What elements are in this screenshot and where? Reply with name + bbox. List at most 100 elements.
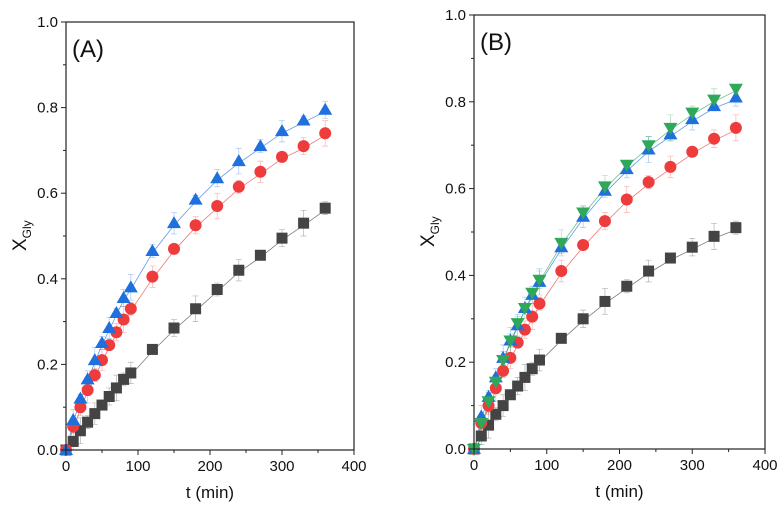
data-point-circle <box>211 200 224 213</box>
data-point-inverted-triangle <box>496 355 511 368</box>
data-point-square <box>89 408 101 420</box>
data-point-triangle <box>102 321 117 334</box>
data-point-circle <box>555 265 568 278</box>
x-tick-label: 300 <box>680 457 705 474</box>
y-tick-label: 0.8 <box>37 100 58 117</box>
data-point-square <box>298 217 310 229</box>
x-axis-label: t (min) <box>595 482 643 501</box>
data-point-square <box>599 295 611 307</box>
y-tick-label: 0.4 <box>445 267 466 284</box>
data-point-circle <box>232 180 245 193</box>
data-point-inverted-triangle <box>554 237 569 250</box>
data-point-square <box>276 232 288 244</box>
data-point-inverted-triangle <box>707 94 722 107</box>
x-tick-label: 400 <box>341 458 366 475</box>
y-axis-label: XGly <box>418 216 442 247</box>
data-point-circle <box>497 364 510 377</box>
data-point-inverted-triangle <box>597 181 612 194</box>
data-point-inverted-triangle <box>474 417 489 430</box>
data-point-inverted-triangle <box>619 159 634 172</box>
data-point-circle <box>533 297 546 310</box>
data-point-triangle <box>188 192 203 205</box>
data-point-square <box>168 322 180 334</box>
data-point-square <box>730 222 742 234</box>
data-point-inverted-triangle <box>532 274 547 287</box>
x-axis-label: t (min) <box>186 483 234 502</box>
y-tick-label: 0.6 <box>37 185 58 202</box>
data-point-circle <box>81 384 94 397</box>
data-point-triangle <box>318 102 333 115</box>
data-point-circle <box>124 302 137 315</box>
data-point-square <box>686 241 698 253</box>
data-point-circle <box>168 242 180 255</box>
data-point-circle <box>708 132 721 145</box>
y-tick-label: 1.0 <box>445 7 466 24</box>
data-point-circle <box>103 339 116 352</box>
data-point-circle <box>319 127 332 140</box>
data-point-square <box>110 382 122 394</box>
data-point-square <box>211 284 223 295</box>
data-point-triangle <box>231 154 246 167</box>
data-point-square <box>512 380 524 392</box>
x-tick-label: 0 <box>62 458 70 475</box>
x-tick-label: 0 <box>470 457 478 474</box>
data-point-circle <box>729 121 742 134</box>
data-point-circle <box>297 140 310 153</box>
panel-label: (B) <box>480 29 512 56</box>
data-point-circle <box>620 193 633 206</box>
data-point-circle <box>664 160 677 173</box>
data-point-circle <box>74 401 87 414</box>
data-point-inverted-triangle <box>576 207 591 220</box>
data-point-triangle <box>210 171 225 184</box>
data-point-inverted-triangle <box>663 122 678 135</box>
y-tick-label: 0.4 <box>37 271 58 288</box>
y-tick-label: 0.2 <box>445 354 466 371</box>
data-point-square <box>146 343 158 355</box>
data-point-square <box>577 313 589 325</box>
data-point-square <box>708 230 720 242</box>
data-point-triangle <box>66 413 81 426</box>
data-point-square <box>254 249 266 261</box>
data-point-square <box>74 425 86 437</box>
panel-b: 0 100 200 300 400 0.0 0.2 0.4 0.6 0.8 1.0 t (min) XG… <box>418 7 778 501</box>
data-point-square <box>504 389 516 401</box>
data-point-square <box>526 363 538 375</box>
data-point-circle <box>276 150 288 163</box>
panel-a: 0 100 200 300 400 0.0 0.2 0.4 0.6 0.8 1.0 t (min) XG… <box>10 14 367 502</box>
data-point-triangle <box>296 113 311 126</box>
data-point-inverted-triangle <box>517 302 532 315</box>
data-point-square <box>190 303 202 315</box>
data-point-square <box>475 430 487 442</box>
data-point-circle <box>642 176 655 189</box>
data-point-square <box>555 332 567 344</box>
data-point-triangle <box>123 280 138 293</box>
data-point-square <box>67 435 79 447</box>
data-point-square <box>643 265 655 277</box>
y-tick-label: 0.8 <box>445 94 466 111</box>
data-point-square <box>519 371 531 383</box>
data-point-circle <box>598 215 611 228</box>
y-tick-label: 0.6 <box>445 181 466 198</box>
data-point-square <box>533 354 545 366</box>
data-point-inverted-triangle <box>481 396 496 409</box>
data-point-square <box>490 408 502 420</box>
x-tick-label: 100 <box>125 458 150 475</box>
data-point-triangle <box>80 372 95 385</box>
y-tick-label: 0.2 <box>37 356 58 373</box>
data-point-circle <box>526 310 539 323</box>
y-tick-label: 1.0 <box>37 14 58 31</box>
y-tick-label: 0.0 <box>37 442 58 459</box>
data-point-inverted-triangle <box>685 107 700 120</box>
data-point-triangle <box>167 216 181 229</box>
data-point-circle <box>88 369 101 382</box>
plot-frame <box>65 21 355 451</box>
data-point-triangle <box>728 90 743 103</box>
data-point-circle <box>686 145 699 158</box>
x-tick-label: 300 <box>269 458 294 475</box>
data-point-square <box>103 391 115 402</box>
data-point-inverted-triangle <box>728 83 743 96</box>
data-point-inverted-triangle <box>525 287 540 300</box>
data-point-square <box>96 399 108 411</box>
data-point-triangle <box>116 291 131 304</box>
data-point-triangle <box>73 391 88 404</box>
